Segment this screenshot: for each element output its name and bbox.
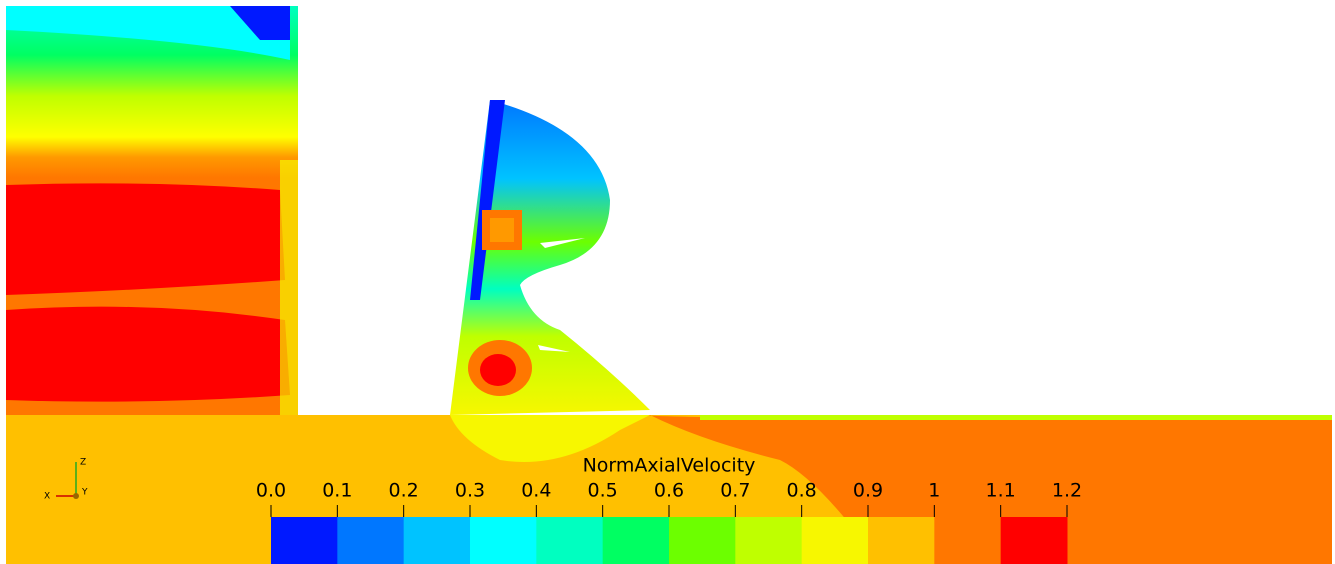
colorbar-segment <box>337 517 405 564</box>
colorbar-segment <box>801 517 869 564</box>
colorbar-segment <box>271 517 338 564</box>
colorbar-tick-label: 0.2 <box>389 480 419 502</box>
colorbar-segment <box>735 517 803 564</box>
colorbar-tick-label: 0.6 <box>654 480 684 502</box>
colorbar-segment <box>868 517 935 564</box>
colorbar-tick-label: 1.1 <box>986 480 1016 502</box>
colorbar: 0.0 0.1 0.2 0.3 0.4 0.5 0.6 0.7 0.8 0.9 1 1.1 1.2 <box>256 480 1082 564</box>
colorbar-tick-label: 0.5 <box>588 480 618 502</box>
colorbar-title: NormAxialVelocity <box>583 455 756 477</box>
colorbar-tick-label: 0.7 <box>720 480 750 502</box>
colorbar-tick-label: 1.2 <box>1052 480 1082 502</box>
axis-label-y: Y <box>81 488 88 498</box>
colorbar-segment <box>536 517 604 564</box>
axis-label-x: X <box>44 492 50 502</box>
colorbar-tick-label: 0.0 <box>256 480 286 502</box>
colorbar-segment <box>669 517 736 564</box>
colorbar-segment <box>403 517 471 564</box>
colorbar-tick-label: 0.4 <box>521 480 551 502</box>
colorbar-segment <box>602 517 670 564</box>
colorbar-tick-label: 0.1 <box>322 480 352 502</box>
colorbar-tick-label: 1 <box>928 480 940 502</box>
colorbar-segment <box>934 517 1002 564</box>
colorbar-tick-label: 0.8 <box>787 480 817 502</box>
colorbar-tick-label: 0.9 <box>853 480 883 502</box>
colorbar-tick-label: 0.3 <box>455 480 485 502</box>
flow-field <box>6 6 1332 564</box>
colorbar-segment <box>470 517 537 564</box>
colorbar-segment <box>1000 517 1068 564</box>
axis-label-z: Z <box>80 458 86 468</box>
